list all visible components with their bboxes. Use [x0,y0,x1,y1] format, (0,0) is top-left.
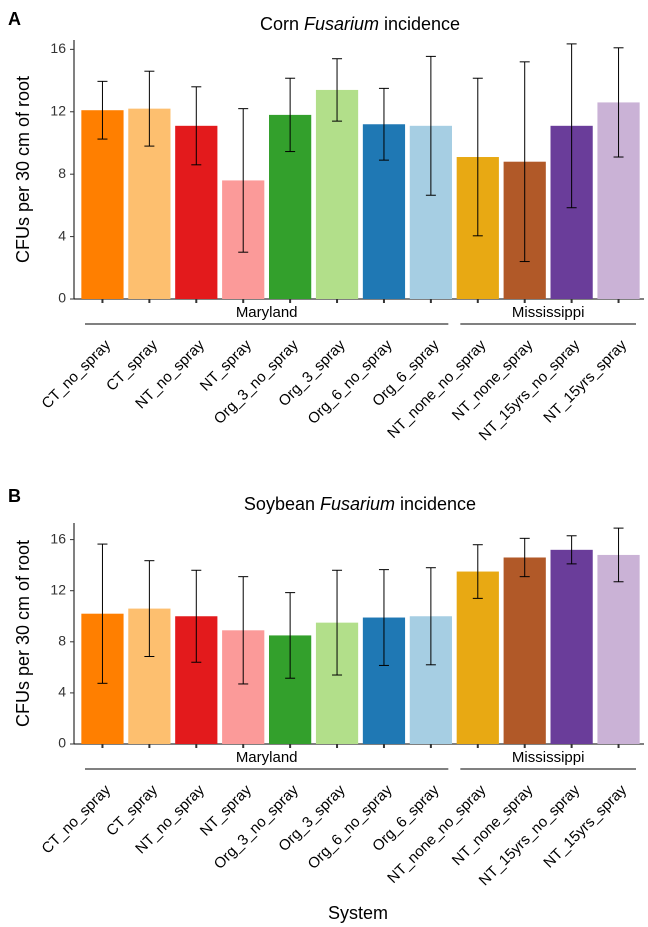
error-bar [519,61,530,263]
group-label: Maryland [236,304,298,321]
y-tick-label: 4 [58,684,66,700]
error-bar [238,576,249,685]
x-axis-label: System [328,903,388,923]
group-label: Mississippi [512,304,585,321]
error-bar [613,527,624,583]
chart-title: Soybean Fusarium incidence [244,494,476,514]
title-part: Corn [260,14,299,34]
error-bar [97,80,108,140]
title-part: incidence [395,494,476,514]
error-bar [332,58,343,122]
error-bar [97,543,108,684]
chart-title: Corn Fusarium incidence [260,14,460,34]
x-tick-label: CT_no_spray [38,336,114,412]
group-label: Maryland [236,749,298,766]
y-tick-label: 0 [58,735,66,751]
bar [315,89,359,300]
error-bar [144,560,155,657]
panel-letter: B [8,486,21,506]
y-tick-label: 4 [58,227,66,243]
error-bar [566,535,577,565]
bar [597,554,640,744]
error-bar [613,47,624,158]
group-label: Mississippi [512,749,585,766]
title-part: incidence [379,14,460,34]
error-bar [285,77,296,153]
error-bar [144,70,155,147]
panel-letter: A [8,9,21,29]
x-tick-label: CT_no_spray [38,781,114,857]
title-part: Fusarium [299,14,379,34]
y-axis-label: CFUs per 30 cm of root [13,540,33,727]
error-bar [285,592,296,679]
error-bar [425,567,436,666]
error-bar [191,86,202,166]
x-tick-label: NT_none_spray [449,336,537,424]
x-tick-label: NT_none_spray [449,781,537,869]
y-tick-label: 16 [50,530,66,546]
error-bar [472,77,483,237]
x-tick-label: Org_6_no_spray [305,781,396,872]
y-tick-label: 16 [50,40,66,56]
error-bar [378,569,389,666]
error-bar [238,108,249,253]
bar [81,110,124,299]
bar [456,571,499,744]
y-axis-label: CFUs per 30 cm of root [13,76,33,263]
bar [550,549,593,744]
x-tick-label: NT_15yrs_spray [540,336,630,426]
bar [503,557,546,744]
error-bar [332,569,343,676]
error-bar [191,569,202,663]
error-bar [519,537,530,578]
error-bar [425,55,436,196]
error-bar [472,544,483,599]
title-part: Soybean [244,494,315,514]
y-tick-label: 8 [58,165,66,181]
error-bar [566,43,577,209]
x-tick-label: Org_6_no_spray [305,336,396,427]
y-tick-label: 0 [58,290,66,306]
y-tick-label: 8 [58,633,66,649]
y-tick-label: 12 [50,581,66,597]
x-tick-label: Org_3_no_spray [211,336,302,427]
x-tick-label: NT_15yrs_spray [540,781,630,871]
error-bar [378,87,389,161]
y-tick-label: 12 [50,102,66,118]
title-part: Fusarium [315,494,395,514]
x-tick-label: Org_3_no_spray [211,781,302,872]
